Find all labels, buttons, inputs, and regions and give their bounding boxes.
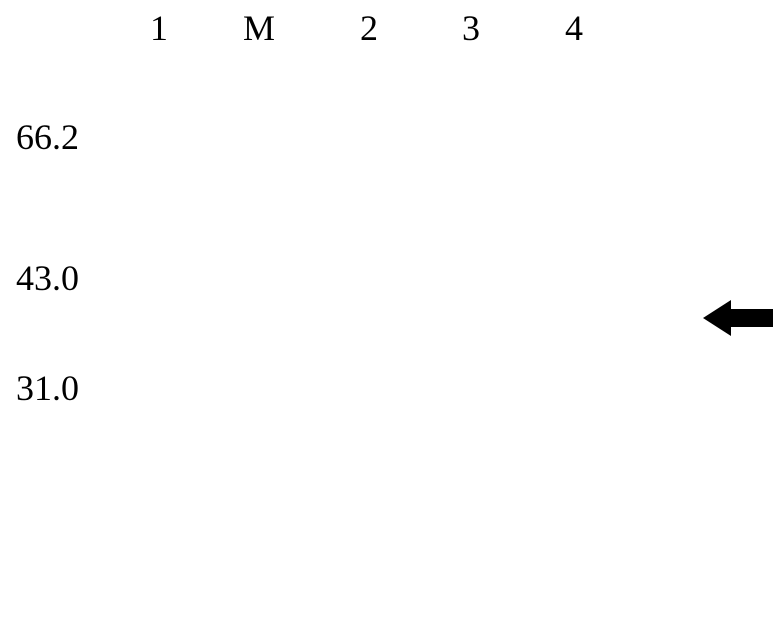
mw-label-66-2: 66.2 xyxy=(16,119,79,155)
mw-label-43-0: 43.0 xyxy=(16,260,79,296)
mw-label-31-0: 31.0 xyxy=(16,370,79,406)
lane-label-2: 2 xyxy=(360,10,378,46)
band-indicator-arrow-icon xyxy=(703,300,773,336)
lane-label-1: 1 xyxy=(150,10,168,46)
lane-label-3: 3 xyxy=(462,10,480,46)
lane-label-marker: M xyxy=(243,10,275,46)
lane-label-4: 4 xyxy=(565,10,583,46)
